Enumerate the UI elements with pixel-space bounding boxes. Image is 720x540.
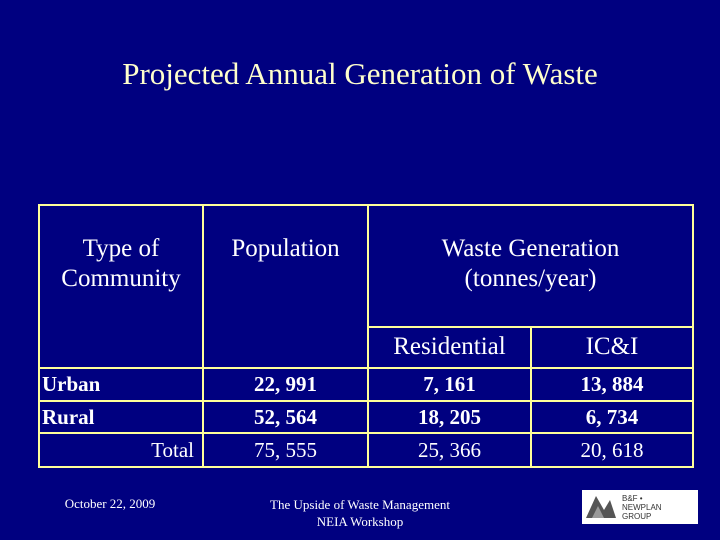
logo-text-3: GROUP bbox=[622, 512, 651, 521]
header-waste-line1: Waste Generation bbox=[441, 235, 620, 262]
header-waste-line2: (tonnes/year) bbox=[464, 265, 597, 292]
row-rural-residential: 18, 205 bbox=[418, 405, 481, 429]
divider-horizontal-row1 bbox=[40, 400, 692, 402]
header-type-of-community: Type of Community bbox=[40, 234, 202, 294]
header-ici: IC&I bbox=[585, 333, 639, 360]
footer-center-line1: The Upside of Waste Management bbox=[270, 497, 450, 512]
divider-vertical-2 bbox=[367, 206, 369, 466]
footer-date: October 22, 2009 bbox=[64, 496, 156, 511]
header-population: Population bbox=[231, 235, 340, 262]
company-logo: B&F • NEWPLAN GROUP bbox=[582, 490, 698, 524]
row-rural-population: 52, 564 bbox=[254, 405, 317, 429]
footer-center-line2: NEIA Workshop bbox=[316, 514, 404, 529]
logo-text-1: B&F • bbox=[622, 494, 643, 503]
waste-table: Type of Community Population Waste Gener… bbox=[38, 204, 694, 468]
divider-vertical-3 bbox=[530, 326, 532, 466]
divider-horizontal-row2 bbox=[40, 432, 692, 434]
row-urban-label: Urban bbox=[42, 372, 101, 396]
logo-text-2: NEWPLAN bbox=[622, 503, 662, 512]
header-residential: Residential bbox=[393, 333, 506, 360]
row-total-population: 75, 555 bbox=[254, 438, 317, 462]
divider-horizontal-header bbox=[40, 367, 692, 369]
header-type-line1: Type of bbox=[82, 235, 160, 262]
slide-title: Projected Annual Generation of Waste bbox=[122, 56, 598, 91]
row-urban-population: 22, 991 bbox=[254, 372, 317, 396]
divider-horizontal-subheader bbox=[367, 326, 692, 328]
row-total-label: Total bbox=[151, 438, 194, 462]
footer-center: The Upside of Waste Management NEIA Work… bbox=[230, 496, 490, 530]
row-urban-ici: 13, 884 bbox=[580, 372, 644, 396]
row-rural-label: Rural bbox=[42, 405, 95, 429]
row-total-residential: 25, 366 bbox=[418, 438, 481, 462]
header-type-line2: Community bbox=[61, 265, 181, 292]
row-urban-residential: 7, 161 bbox=[423, 372, 476, 396]
row-total-ici: 20, 618 bbox=[580, 438, 644, 462]
divider-vertical-1 bbox=[202, 206, 204, 466]
logo-icon: B&F • NEWPLAN GROUP bbox=[582, 490, 698, 524]
header-waste-generation: Waste Generation (tonnes/year) bbox=[369, 234, 692, 294]
row-rural-ici: 6, 734 bbox=[585, 405, 639, 429]
